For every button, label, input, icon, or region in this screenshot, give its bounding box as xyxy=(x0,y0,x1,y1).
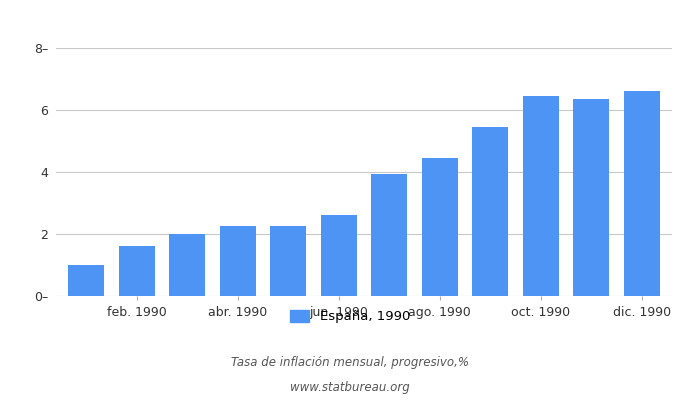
Bar xyxy=(220,226,256,296)
Bar xyxy=(68,265,104,296)
Text: Tasa de inflación mensual, progresivo,%: Tasa de inflación mensual, progresivo,% xyxy=(231,356,469,369)
Bar xyxy=(169,234,206,296)
Bar xyxy=(270,226,307,296)
Bar xyxy=(472,127,508,296)
Bar xyxy=(573,99,610,296)
Bar xyxy=(624,91,660,296)
Bar xyxy=(522,96,559,296)
Bar xyxy=(421,158,458,296)
Bar xyxy=(321,215,357,296)
Legend: España, 1990: España, 1990 xyxy=(290,310,410,324)
Text: www.statbureau.org: www.statbureau.org xyxy=(290,381,410,394)
Bar xyxy=(118,246,155,296)
Bar xyxy=(371,174,407,296)
